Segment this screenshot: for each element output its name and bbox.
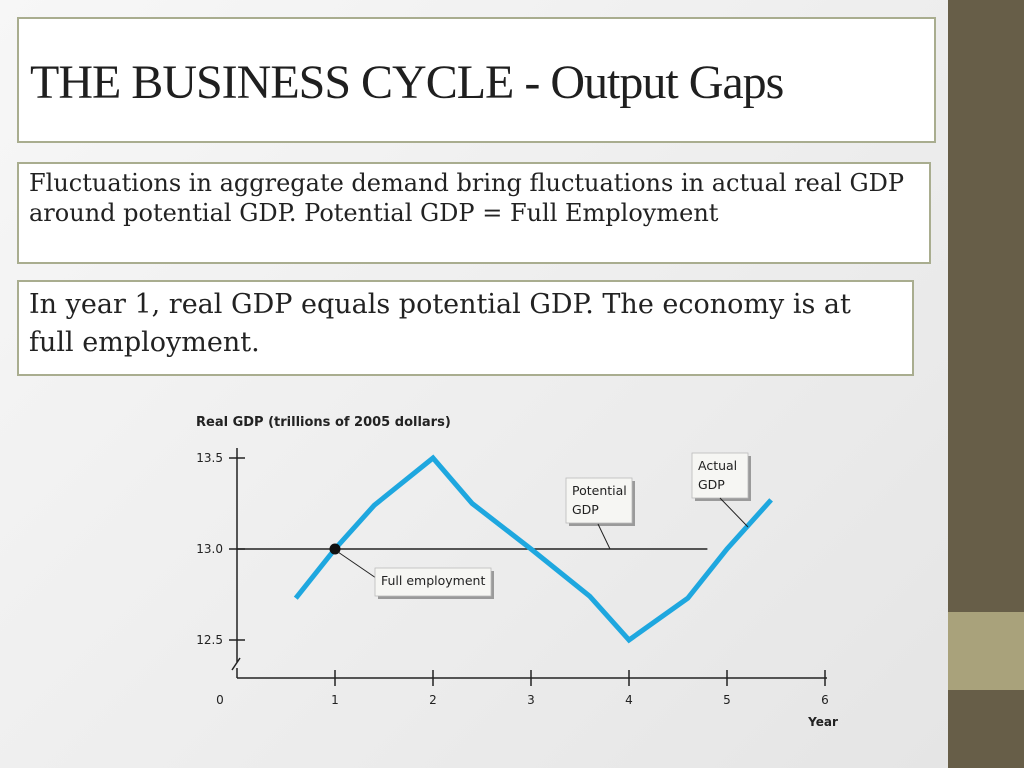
full-employment-label-text: Full employment bbox=[381, 573, 485, 588]
paragraph-1: Fluctuations in aggregate demand bring f… bbox=[29, 169, 905, 227]
actual-gdp-label-text: GDP bbox=[698, 477, 725, 492]
sidebar-accent-block bbox=[948, 612, 1024, 690]
axis-break-mark bbox=[231, 657, 241, 671]
full-employment-leader bbox=[337, 551, 377, 579]
x-tick-label: 2 bbox=[429, 693, 437, 707]
full-employment-label-box bbox=[374, 567, 492, 597]
paragraph-box-2: In year 1, real GDP equals potential GDP… bbox=[17, 280, 914, 376]
actual-gdp-label-box bbox=[691, 452, 749, 499]
x-tick-label: 4 bbox=[625, 693, 633, 707]
y-tick-label: 12.5 bbox=[196, 633, 223, 647]
x-tick-label: 3 bbox=[527, 693, 535, 707]
x-tick-label: 0 bbox=[216, 693, 224, 707]
potential-gdp-label-text: Potential bbox=[572, 483, 627, 498]
slide-title: THE BUSINESS CYCLE - Output Gaps bbox=[30, 56, 784, 109]
y-axis-label: Real GDP (trillions of 2005 dollars) bbox=[196, 415, 451, 430]
actual-gdp-line bbox=[293, 454, 773, 644]
actual-gdp-label-text: Actual bbox=[698, 458, 737, 473]
y-tick-label: 13.0 bbox=[196, 542, 223, 556]
potential-gdp-label-text: GDP bbox=[572, 502, 599, 517]
chart-container: Real GDP (trillions of 2005 dollars) 12.5… bbox=[180, 400, 860, 740]
y-tick-label: 13.5 bbox=[196, 451, 223, 465]
title-box: THE BUSINESS CYCLE - Output Gaps bbox=[17, 17, 936, 143]
actual-gdp-leader bbox=[719, 497, 749, 528]
business-cycle-chart: Real GDP (trillions of 2005 dollars) 12.5… bbox=[196, 415, 838, 729]
x-tick-label: 1 bbox=[331, 693, 339, 707]
paragraph-box-1: Fluctuations in aggregate demand bring f… bbox=[17, 162, 931, 264]
paragraph-2: In year 1, real GDP equals potential GDP… bbox=[29, 289, 851, 358]
x-tick-label: 6 bbox=[821, 693, 829, 707]
potential-gdp-label-box bbox=[565, 477, 633, 524]
potential-gdp-leader bbox=[597, 523, 611, 550]
x-axis-label: Year bbox=[807, 715, 838, 729]
full-employment-point bbox=[329, 543, 341, 555]
x-tick-label: 5 bbox=[723, 693, 731, 707]
